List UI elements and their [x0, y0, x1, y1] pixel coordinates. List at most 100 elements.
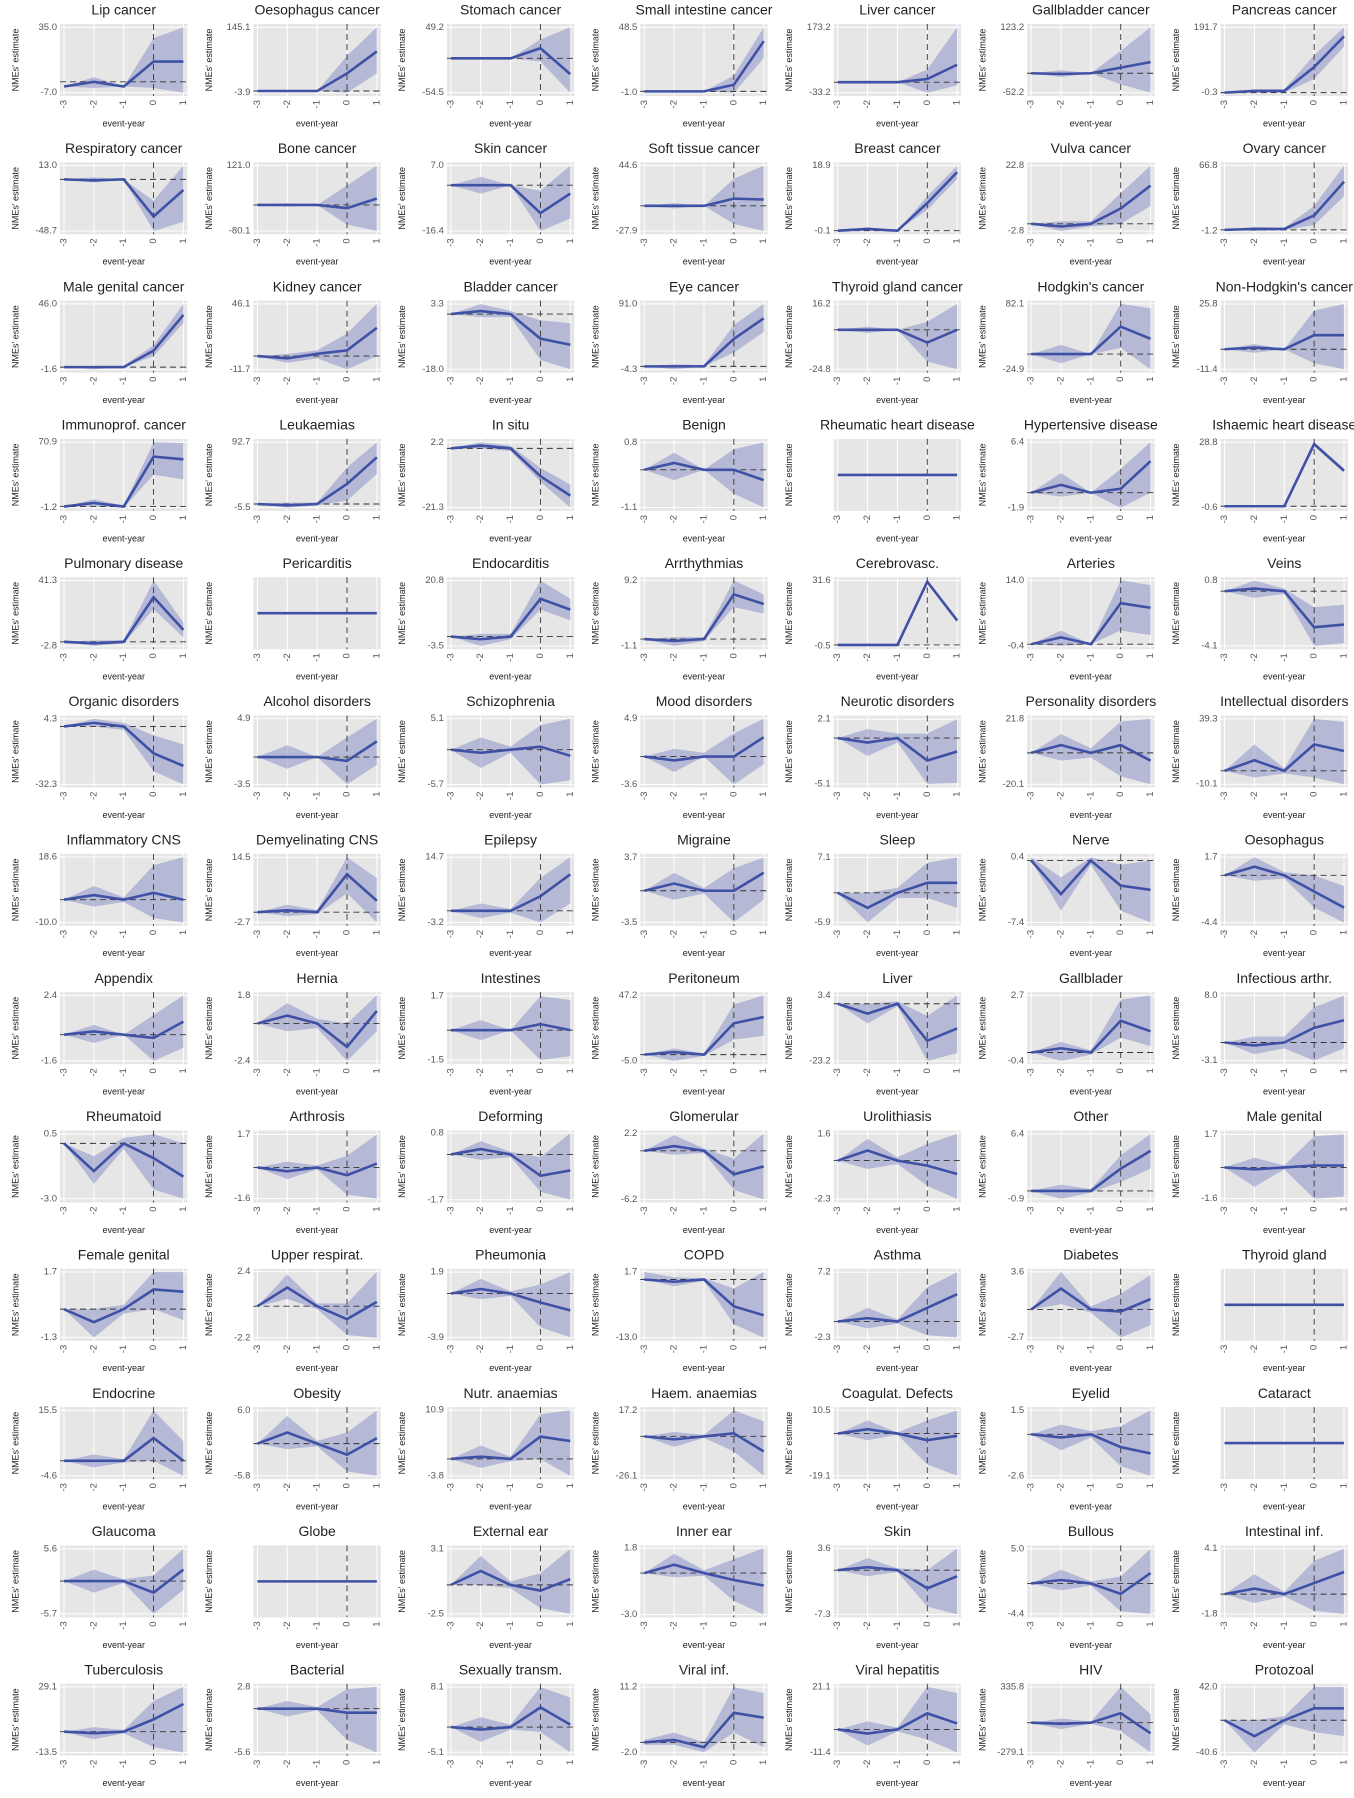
x-tick-label: -3 [252, 1483, 263, 1491]
panel: Soft tissue cancer -27.9 44.6 -3 -2 -1 0 1 NMEs'… [591, 140, 770, 267]
x-axis-label: event-year [1263, 1778, 1306, 1788]
y-axis-label: NMEs' estimate [978, 997, 988, 1060]
y-tick-label: 66.8 [1199, 160, 1218, 171]
panel: Bacterial -5.6 2.8 -3 -2 -1 0 1 NMEs' estimate ev… [204, 1661, 383, 1788]
x-axis-label: event-year [102, 1501, 145, 1511]
x-tick-label: -1 [1279, 792, 1290, 800]
x-tick-label: 1 [758, 930, 769, 935]
y-axis-label: NMEs' estimate [204, 167, 214, 230]
x-tick-label: -2 [475, 377, 486, 385]
y-tick-label: 8.1 [431, 1682, 444, 1693]
y-tick-label: -52.2 [1002, 87, 1024, 98]
x-tick-label: -2 [475, 238, 486, 246]
x-tick-label: -1 [1085, 930, 1096, 938]
x-tick-label: -3 [252, 1345, 263, 1353]
x-tick-label: -3 [445, 653, 456, 661]
y-tick-label: 18.9 [812, 160, 831, 171]
panel: Mood disorders -3.6 4.9 -3 -2 -1 0 1 NMEs' estim… [591, 693, 770, 820]
estimate-line [450, 1022, 571, 1032]
x-tick-label: -2 [475, 1621, 486, 1629]
y-axis-label: NMEs' estimate [397, 167, 407, 230]
x-tick-label: -3 [832, 1068, 843, 1076]
y-axis-label: NMEs' estimate [204, 444, 214, 507]
x-tick-label: 0 [1309, 377, 1320, 382]
panel: Bladder cancer -18.0 3.3 -3 -2 -1 0 1 NMEs' esti… [397, 278, 576, 405]
x-tick-label: 0 [728, 1760, 739, 1765]
y-axis-label: NMEs' estimate [10, 582, 20, 645]
x-tick-label: 0 [1309, 1068, 1320, 1073]
estimate-line [450, 309, 571, 347]
y-tick-label: 2.7 [1011, 990, 1024, 1001]
y-tick-label: -5.1 [814, 778, 830, 789]
x-tick-label: -2 [1056, 930, 1067, 938]
y-axis-label: NMEs' estimate [591, 29, 601, 92]
x-tick-label: -3 [639, 377, 650, 385]
x-axis-label: event-year [102, 1087, 145, 1097]
x-tick-label: 1 [178, 1345, 189, 1350]
x-axis-label: event-year [683, 810, 726, 820]
x-tick-label: -3 [1026, 1206, 1037, 1214]
x-tick-label: -2 [282, 653, 293, 661]
y-axis-label: NMEs' estimate [204, 29, 214, 92]
estimate-line [63, 891, 184, 902]
y-axis-label: NMEs' estimate [978, 1135, 988, 1198]
x-tick-label: 0 [1115, 238, 1126, 243]
y-tick-label: 4.9 [237, 713, 250, 724]
panel: Asthma -2.3 7.2 -3 -2 -1 0 1 NMEs' estimate event… [784, 1246, 963, 1373]
y-tick-label: -3.1 [1201, 1055, 1217, 1066]
y-tick-label: 1.6 [817, 1128, 830, 1139]
panel: Other -0.9 6.4 -3 -2 -1 0 1 NMEs' estimate event-… [978, 1108, 1157, 1235]
x-tick-label: -2 [1056, 1760, 1067, 1768]
x-tick-label: -2 [1249, 1345, 1260, 1353]
x-tick-label: 1 [178, 930, 189, 935]
estimate-line [1030, 1572, 1152, 1596]
x-axis-label: event-year [102, 257, 145, 267]
estimate-line [1031, 184, 1152, 228]
x-tick-label: -2 [88, 515, 99, 523]
x-tick-label: -1 [1279, 1760, 1290, 1768]
estimate-line [644, 1711, 764, 1749]
x-tick-label: 0 [148, 1483, 159, 1488]
y-tick-label: -48.7 [35, 226, 57, 237]
x-tick-label: 1 [952, 100, 963, 105]
y-tick-label: -4.1 [1201, 640, 1217, 651]
x-tick-label: 1 [371, 377, 382, 382]
x-tick-label: -3 [639, 1483, 650, 1491]
panel: Intellectual disorders -10.1 39.3 -3 -2 -1 0 1 N… [1171, 693, 1350, 820]
y-tick-label: 4.1 [1204, 1543, 1217, 1554]
y-tick-label: 1.7 [1204, 1129, 1217, 1140]
x-tick-label: -1 [118, 238, 129, 246]
estimate-line [450, 1435, 571, 1461]
y-axis-label: NMEs' estimate [978, 1688, 988, 1751]
y-tick-label: 5.1 [431, 713, 444, 724]
x-tick-label: 0 [342, 238, 353, 243]
y-tick-label: -0.5 [814, 640, 830, 651]
x-tick-label: 1 [758, 515, 769, 520]
x-tick-label: 1 [565, 1483, 576, 1488]
panel-title: Appendix [95, 970, 153, 986]
x-tick-label: -1 [699, 238, 710, 246]
y-tick-label: -1.3 [41, 1332, 57, 1343]
x-tick-label: -1 [118, 930, 129, 938]
x-axis-label: event-year [876, 1778, 919, 1788]
x-axis-label: event-year [489, 1501, 532, 1511]
x-tick-label: -2 [1249, 515, 1260, 523]
panel: Viral inf. -2.0 11.2 -3 -2 -1 0 1 NMEs' estimate… [591, 1661, 770, 1788]
y-axis-label: NMEs' estimate [397, 29, 407, 92]
x-axis-label: event-year [489, 1087, 532, 1097]
estimate-line [450, 1705, 571, 1731]
estimate-line [837, 1565, 958, 1590]
x-tick-label: 0 [342, 1206, 353, 1211]
confidence-band [644, 580, 764, 647]
x-tick-label: -1 [312, 1068, 323, 1076]
y-tick-label: -3.5 [427, 641, 443, 652]
x-tick-label: -1 [312, 1483, 323, 1491]
x-tick-label: -3 [639, 100, 650, 108]
x-tick-label: 1 [952, 377, 963, 382]
x-axis-label: event-year [876, 1225, 919, 1235]
panel-title: Hodgkin's cancer [1037, 278, 1144, 294]
x-tick-label: 1 [371, 1206, 382, 1211]
x-tick-label: 1 [178, 1068, 189, 1073]
x-tick-label: 1 [371, 1760, 382, 1765]
